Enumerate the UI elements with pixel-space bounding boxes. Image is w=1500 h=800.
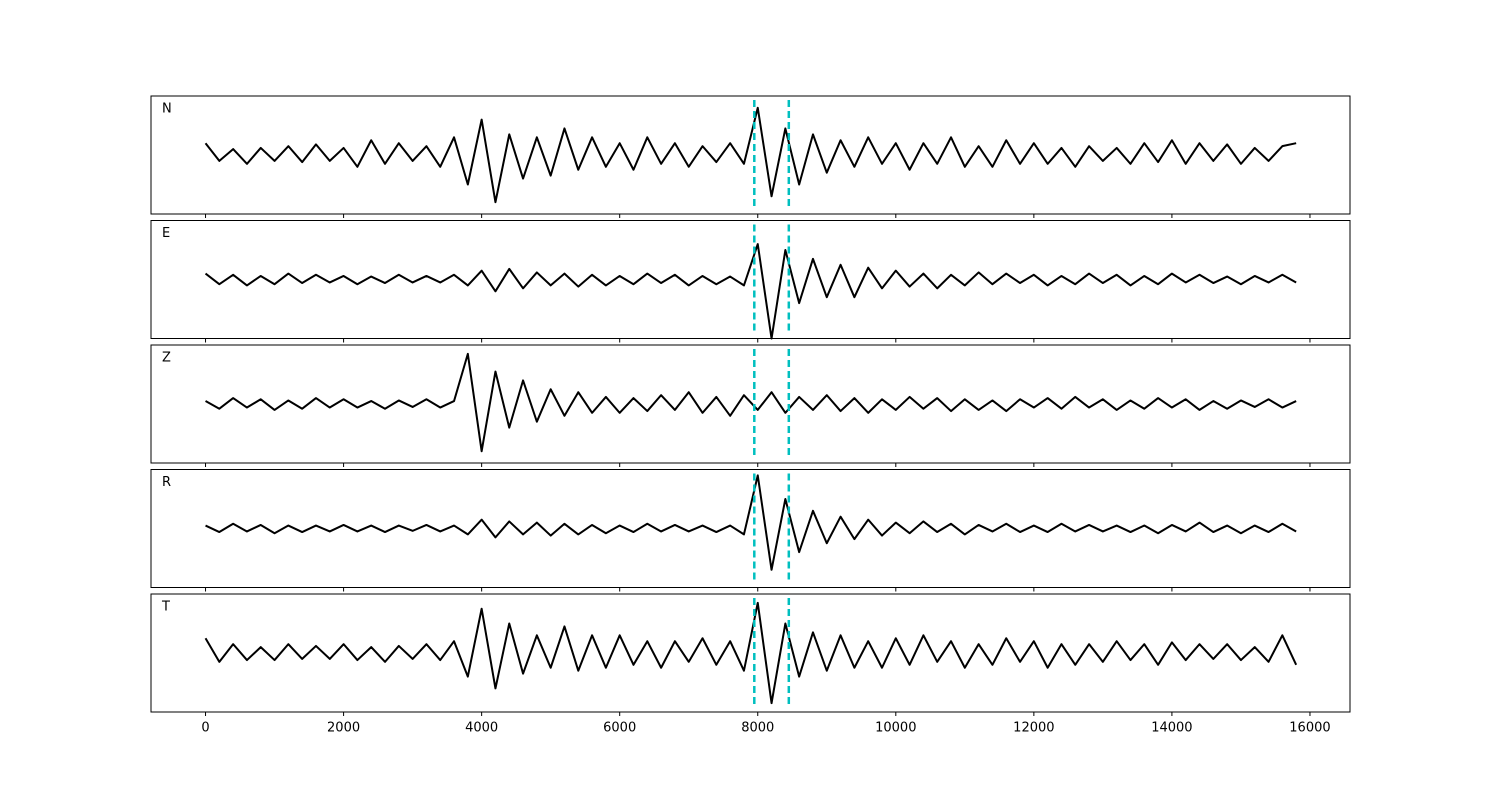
- x-tick-label: 12000: [1013, 721, 1054, 736]
- waveform: [205, 474, 1297, 571]
- panel-label: Z: [162, 351, 171, 366]
- x-tick-label: 6000: [603, 721, 636, 736]
- x-tick-label: 4000: [465, 721, 498, 736]
- panel-label: N: [162, 102, 172, 117]
- x-tick-label: 10000: [875, 721, 916, 736]
- x-tick-label: 0: [201, 721, 209, 736]
- x-tick-label: 14000: [1151, 721, 1192, 736]
- panel-frame: [150, 95, 1351, 215]
- panel-label: E: [162, 226, 170, 241]
- panel-label: T: [161, 600, 170, 615]
- panel-frame: [150, 344, 1351, 464]
- waveform: [204, 601, 1298, 705]
- x-tick-label: 8000: [741, 721, 774, 736]
- waveform: [204, 106, 1297, 204]
- waveform: [204, 243, 1297, 340]
- x-tick-label: 16000: [1289, 721, 1330, 736]
- panel-frame: [150, 220, 1351, 339]
- x-tick-label: 2000: [327, 721, 360, 736]
- panel-label: R: [162, 475, 171, 490]
- panel-frame: [150, 593, 1351, 713]
- waveform: [205, 352, 1297, 453]
- panel-frame: [150, 469, 1351, 588]
